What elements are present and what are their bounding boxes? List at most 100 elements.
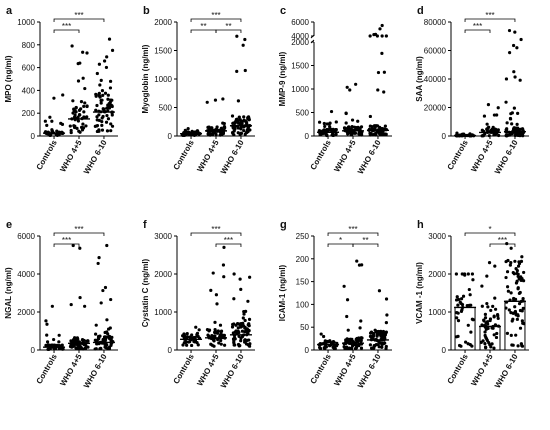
- data-point: [197, 328, 201, 332]
- data-point: [323, 124, 327, 129]
- data-point: [110, 48, 115, 52]
- y-tick-label: 250: [296, 232, 310, 241]
- data-point: [211, 271, 215, 275]
- data-point: [243, 68, 247, 73]
- data-point: [319, 332, 323, 336]
- data-point: [359, 346, 364, 350]
- data-point: [334, 128, 338, 132]
- data-point: [78, 295, 82, 300]
- y-tick-label: 0: [442, 346, 447, 355]
- y-tick-label: 0: [31, 132, 36, 141]
- data-point: [516, 272, 520, 276]
- chart-svg-e: e 0 2000 4000 6000 NGAL (ng/ml) Controls WHO 4+…: [4, 219, 118, 390]
- data-point: [345, 346, 349, 351]
- data-point: [485, 274, 489, 278]
- data-point: [369, 346, 374, 350]
- data-point: [486, 326, 490, 330]
- data-point: [101, 337, 105, 342]
- data-point: [184, 130, 188, 134]
- data-point: [109, 297, 113, 302]
- y-tick-label: 2000: [291, 38, 309, 47]
- data-point: [77, 113, 82, 117]
- y-tick-label: 0: [305, 132, 310, 141]
- data-point: [230, 325, 235, 329]
- data-point: [106, 347, 110, 351]
- data-point: [491, 304, 495, 308]
- chart-panel-c: c 0 500 1000 1500 2000 4000 6000 MMP-9 (ng/ml) Co…: [276, 2, 413, 216]
- data-point: [506, 289, 510, 293]
- data-point: [329, 109, 334, 114]
- data-point: [493, 307, 498, 311]
- data-point: [194, 325, 198, 329]
- data-point: [85, 51, 89, 55]
- data-point: [483, 312, 488, 316]
- data-point: [105, 106, 109, 110]
- data-point: [347, 346, 352, 350]
- data-point: [454, 298, 459, 302]
- data-point: [368, 334, 373, 339]
- data-point: [382, 70, 386, 74]
- data-point: [492, 315, 496, 319]
- y-tick-label: 6000: [17, 232, 35, 241]
- data-point: [496, 316, 500, 321]
- y-axis-label: SAA (ng/ml): [415, 56, 424, 102]
- data-point: [495, 331, 499, 336]
- data-point: [489, 308, 493, 313]
- significance-bracket: [53, 29, 80, 33]
- data-point: [83, 86, 87, 91]
- data-point: [519, 259, 524, 263]
- data-point: [86, 339, 90, 343]
- data-point: [110, 104, 114, 108]
- data-point: [76, 119, 81, 123]
- data-point: [323, 339, 327, 343]
- x-tick-label: WHO 6-10: [82, 352, 109, 390]
- data-point: [354, 337, 358, 341]
- data-point: [218, 323, 223, 327]
- data-point: [52, 96, 56, 100]
- significance-label: **: [200, 22, 206, 31]
- data-point: [482, 319, 486, 323]
- data-point: [455, 316, 459, 320]
- data-point: [236, 99, 241, 103]
- data-point: [195, 333, 199, 337]
- data-point: [516, 287, 520, 291]
- data-point: [317, 120, 322, 124]
- data-point: [515, 132, 520, 136]
- data-point: [81, 127, 85, 131]
- data-point: [512, 272, 516, 276]
- data-point: [73, 124, 77, 128]
- data-point: [351, 340, 355, 344]
- data-point: [100, 89, 105, 93]
- data-point: [457, 343, 462, 348]
- data-point: [513, 75, 517, 79]
- data-point: [372, 344, 376, 348]
- data-point: [518, 326, 523, 330]
- data-point: [243, 338, 247, 342]
- data-point: [317, 128, 321, 133]
- data-point: [213, 330, 217, 335]
- data-point: [248, 342, 252, 346]
- data-point: [97, 335, 101, 340]
- data-point: [516, 126, 520, 130]
- data-point: [380, 51, 384, 55]
- data-point: [231, 131, 235, 135]
- data-point: [98, 347, 102, 351]
- significance-bracket: [489, 243, 516, 247]
- data-point: [492, 346, 496, 350]
- data-point: [190, 129, 194, 133]
- significance-bracket: [190, 18, 242, 22]
- data-point: [521, 306, 525, 310]
- data-point: [459, 301, 463, 306]
- significance-bracket: [464, 18, 516, 22]
- data-point: [59, 121, 63, 125]
- y-tick-label: 0: [31, 346, 36, 355]
- data-point: [246, 116, 250, 120]
- data-point: [520, 309, 524, 313]
- data-point: [483, 341, 487, 346]
- data-point: [209, 288, 213, 293]
- y-tick-label: 40000: [424, 75, 447, 84]
- data-point: [487, 134, 491, 138]
- x-tick-label: WHO 6-10: [493, 352, 520, 390]
- significance-label: ***: [62, 22, 71, 31]
